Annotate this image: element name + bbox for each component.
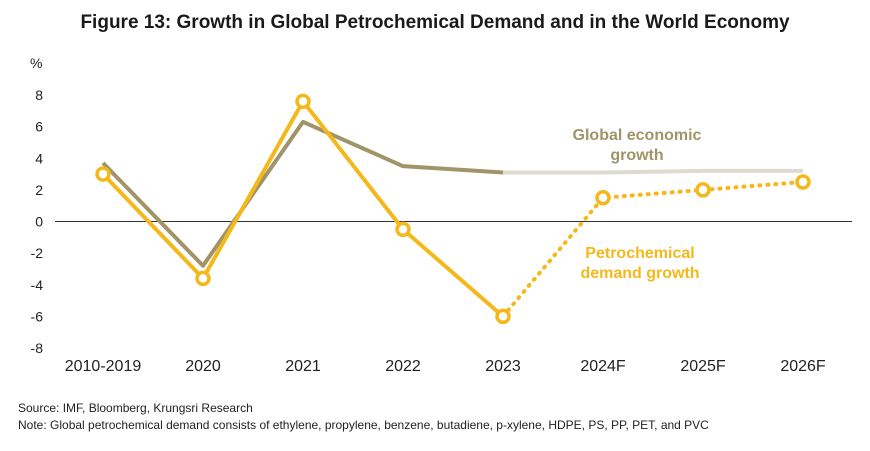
x-tick-label: 2021 — [285, 358, 321, 375]
composition-note: Note: Global petrochemical demand consis… — [18, 418, 709, 432]
x-tick-label: 2022 — [385, 358, 421, 375]
y-tick-label: 4 — [35, 150, 43, 166]
y-tick-label: -6 — [31, 308, 44, 324]
x-tick-label: 2023 — [485, 358, 521, 375]
petrochemical-point — [295, 93, 311, 110]
x-tick-label: 2010-2019 — [65, 358, 142, 375]
x-tick-label: 2020 — [185, 358, 221, 375]
petrochemical-point — [795, 174, 811, 190]
source-note: Source: IMF, Bloomberg, Krungsri Researc… — [18, 401, 253, 415]
y-tick-label: 8 — [35, 87, 43, 103]
y-tick-label: -2 — [31, 245, 44, 261]
x-tick-label: 2026F — [780, 358, 826, 375]
petrochemical-actual-line — [101, 99, 505, 318]
petrochemical-point — [195, 270, 211, 287]
petrochemical-point — [695, 182, 711, 198]
y-tick-label: 0 — [35, 214, 43, 230]
global-growth-actual-line — [101, 119, 504, 268]
y-axis-unit-label: % — [30, 55, 42, 71]
y-tick-label: 2 — [35, 182, 43, 198]
petrochemical-point — [595, 190, 611, 206]
y-tick-label: -8 — [31, 340, 44, 356]
y-tick-label: 6 — [35, 119, 43, 135]
petrochemical-point — [95, 166, 111, 182]
petrochemical-forecast-line — [501, 179, 805, 319]
x-tick-label: 2025F — [680, 358, 726, 375]
chart-title: Figure 13: Growth in Global Petrochemica… — [80, 12, 790, 33]
global-growth-forecast-line — [503, 168, 803, 175]
petrochemical-point — [395, 221, 411, 238]
global-growth-label: Global economic growth — [573, 127, 702, 164]
petrochemical-point — [495, 308, 511, 325]
petrochemical-label: Petrochemical demand growth — [580, 245, 699, 282]
x-tick-label: 2024F — [580, 358, 626, 375]
y-tick-label: -4 — [31, 277, 44, 293]
